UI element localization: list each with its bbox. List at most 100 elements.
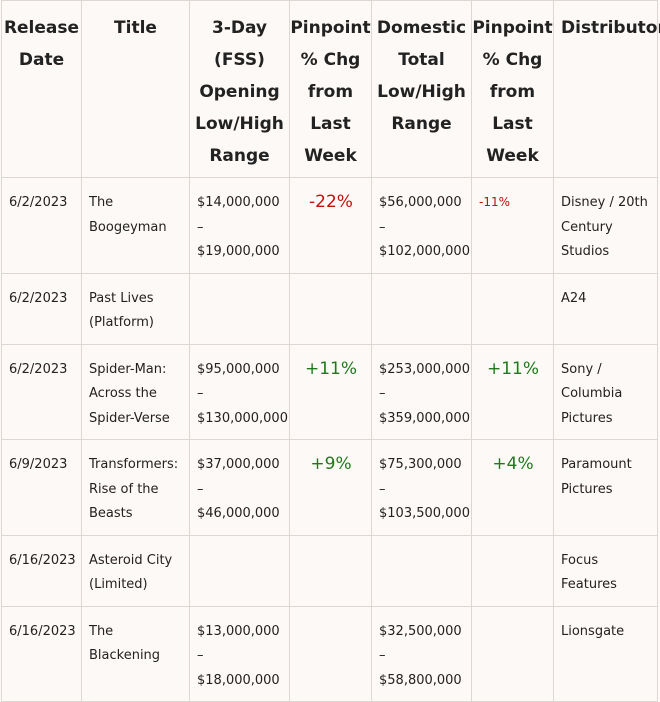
opening-range-cell: $95,000,000 – $130,000,000 bbox=[189, 343, 290, 440]
opening-range-cell: $13,000,000 – $18,000,000 bbox=[189, 605, 290, 702]
cell-line: $13,000,000 bbox=[197, 623, 280, 639]
cell-text: -11% bbox=[479, 195, 511, 209]
title-cell: Spider-Man: Across the Spider-Verse bbox=[81, 343, 190, 440]
cell-line: Beasts bbox=[89, 506, 133, 521]
header-line: Release bbox=[3, 18, 80, 38]
cell-line: Spider-Verse bbox=[89, 410, 170, 426]
cell-line: – bbox=[379, 219, 386, 235]
header-line: Date bbox=[18, 50, 65, 70]
header-line: Last bbox=[492, 114, 533, 134]
release-date-cell: 6/2/2023 bbox=[1, 272, 82, 345]
cell-line: – bbox=[197, 648, 204, 663]
domestic-total-range-cell: $56,000,000 – $102,000,000 bbox=[371, 177, 472, 274]
header-release-date: Release Date bbox=[1, 0, 82, 178]
header-line: Domestic bbox=[376, 18, 467, 38]
cell-line: Studios bbox=[561, 244, 610, 259]
opening-pct-chg-cell bbox=[289, 605, 372, 702]
cell-line: Transformers: bbox=[89, 457, 179, 472]
cell-line: $75,300,000 bbox=[379, 457, 462, 472]
header-line: Low/High bbox=[195, 114, 284, 134]
table-row: 6/2/2023 Spider-Man: Across the Spider-Vers… bbox=[1, 343, 658, 440]
header-title: Title bbox=[81, 0, 190, 178]
header-line: Distributor bbox=[561, 18, 660, 38]
opening-pct-chg-cell bbox=[289, 534, 372, 607]
release-date-cell: 6/2/2023 bbox=[1, 343, 82, 440]
cell-line: – bbox=[197, 219, 204, 235]
cell-line: Rise of the bbox=[89, 481, 159, 497]
header-line: 3-Day bbox=[211, 18, 268, 38]
header-line: Low/High bbox=[377, 82, 466, 102]
total-pct-chg-cell bbox=[471, 534, 554, 607]
title-cell: Transformers: Rise of the Beasts bbox=[81, 439, 190, 536]
release-date-cell: 6/9/2023 bbox=[1, 439, 82, 536]
cell-line: The bbox=[89, 195, 114, 210]
distributor-cell: Paramount Pictures bbox=[553, 439, 658, 536]
cell-line: $18,000,000 bbox=[197, 672, 280, 688]
cell-line: Past Lives bbox=[89, 290, 154, 306]
header-line: Range bbox=[209, 146, 270, 166]
release-date-cell: 6/16/2023 bbox=[1, 605, 82, 702]
opening-pct-chg-cell: -22% bbox=[289, 177, 372, 274]
cell-text: 6/16/2023 bbox=[9, 552, 76, 568]
cell-line: Disney / 20th bbox=[561, 195, 648, 210]
cell-line: Lionsgate bbox=[561, 623, 625, 639]
cell-line: Paramount bbox=[561, 457, 632, 472]
cell-line: $103,500,000 bbox=[379, 506, 470, 521]
header-line: from bbox=[307, 82, 354, 102]
domestic-total-range-cell: $75,300,000 – $103,500,000 bbox=[371, 439, 472, 536]
cell-line: $253,000,000 bbox=[379, 361, 470, 377]
cell-line: Features bbox=[561, 577, 617, 592]
cell-line: $56,000,000 bbox=[379, 195, 462, 210]
domestic-total-range-cell bbox=[371, 272, 472, 345]
cell-line: Pictures bbox=[561, 481, 613, 497]
cell-line: Century bbox=[561, 219, 613, 235]
cell-line: – bbox=[379, 648, 386, 663]
opening-pct-chg-cell: +11% bbox=[289, 343, 372, 440]
header-line: Pinpoint bbox=[290, 18, 371, 38]
cell-line: Spider-Man: bbox=[89, 361, 167, 377]
table-row: 6/9/2023 Transformers: Rise of the Beasts $3… bbox=[1, 439, 658, 536]
cell-line: Asteroid City bbox=[89, 552, 173, 568]
cell-text: 6/16/2023 bbox=[9, 623, 76, 639]
header-total-pct-chg: Pinpoint % Chg from Last Week bbox=[471, 0, 554, 178]
header-opening-range: 3-Day (FSS) Opening Low/High Range bbox=[189, 0, 290, 178]
cell-line: Across the bbox=[89, 386, 157, 401]
cell-line: $359,000,000 bbox=[379, 410, 470, 426]
cell-text: +9% bbox=[310, 454, 352, 474]
header-line: Opening bbox=[199, 82, 280, 102]
cell-line: Pictures bbox=[561, 410, 613, 426]
distributor-cell: Sony / Columbia Pictures bbox=[553, 343, 658, 440]
total-pct-chg-cell: -11% bbox=[471, 177, 554, 274]
header-opening-pct-chg: Pinpoint % Chg from Last Week bbox=[289, 0, 372, 178]
cell-line: (Platform) bbox=[89, 315, 154, 330]
cell-line: $14,000,000 bbox=[197, 195, 280, 210]
cell-text: +4% bbox=[492, 454, 534, 474]
cell-line: $19,000,000 bbox=[197, 244, 280, 259]
table-row: 6/2/2023 The Boogeyman $14,000,000 – $19,000,… bbox=[1, 177, 658, 274]
table-row: 6/2/2023 Past Lives (Platform) A24 bbox=[1, 272, 658, 345]
header-line: % Chg bbox=[300, 50, 361, 70]
cell-line: $130,000,000 bbox=[197, 410, 288, 426]
cell-line: $37,000,000 bbox=[197, 457, 280, 472]
cell-line: – bbox=[379, 386, 386, 401]
cell-line: Boogeyman bbox=[89, 219, 167, 235]
opening-range-cell bbox=[189, 272, 290, 345]
cell-line: $32,500,000 bbox=[379, 623, 462, 639]
distributor-cell: Lionsgate bbox=[553, 605, 658, 702]
cell-line: (Limited) bbox=[89, 577, 148, 592]
header-domestic-total-range: Domestic Total Low/High Range bbox=[371, 0, 472, 178]
total-pct-chg-cell: +4% bbox=[471, 439, 554, 536]
title-cell: Past Lives (Platform) bbox=[81, 272, 190, 345]
domestic-total-range-cell bbox=[371, 534, 472, 607]
cell-line: $102,000,000 bbox=[379, 244, 470, 259]
total-pct-chg-cell bbox=[471, 605, 554, 702]
header-line: Pinpoint bbox=[472, 18, 553, 38]
header-line: Range bbox=[391, 114, 452, 134]
table-row: 6/16/2023 Asteroid City (Limited) Focus Feat… bbox=[1, 534, 658, 607]
distributor-cell: Disney / 20th Century Studios bbox=[553, 177, 658, 274]
cell-text: -22% bbox=[309, 192, 353, 212]
domestic-total-range-cell: $253,000,000 – $359,000,000 bbox=[371, 343, 472, 440]
cell-line: $46,000,000 bbox=[197, 506, 280, 521]
opening-range-cell: $37,000,000 – $46,000,000 bbox=[189, 439, 290, 536]
header-line: Total bbox=[398, 50, 445, 70]
